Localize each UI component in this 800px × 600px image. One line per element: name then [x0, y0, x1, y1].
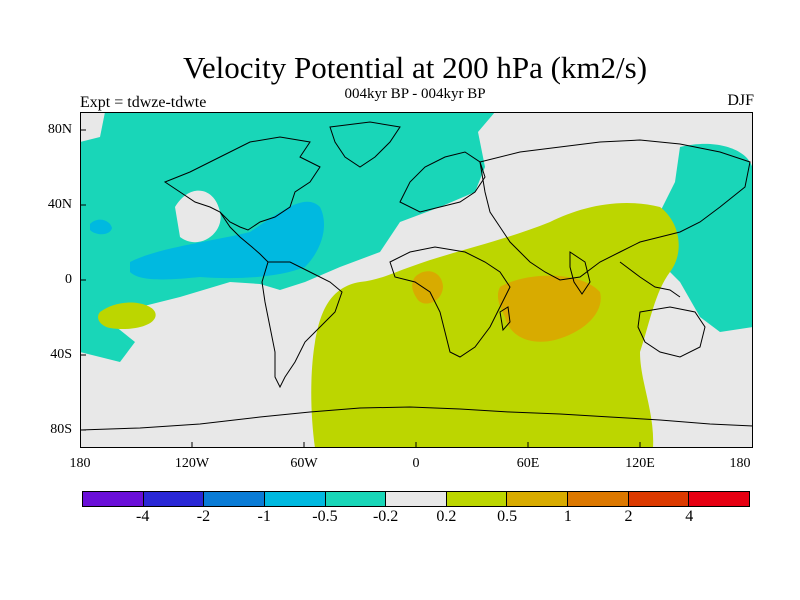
colorbar-label: 0.5: [497, 508, 518, 525]
lon-tick-label: 0: [412, 456, 420, 471]
contour-strong-negative-caribbean: [130, 201, 325, 280]
chart-title: Velocity Potential at 200 hPa (km2/s): [182, 50, 648, 85]
colorbar-swatch: [689, 492, 750, 506]
colorbar-label: -4: [136, 508, 150, 525]
colorbar-label: 4: [685, 508, 694, 525]
colorbar-label: -0.2: [372, 508, 399, 525]
colorbar-swatch: [628, 492, 690, 506]
lat-tick-label: 40N: [47, 197, 72, 212]
lon-tick-label: 120W: [174, 456, 210, 471]
colorbar-label: 1: [563, 508, 572, 525]
lat-tick-label: 80S: [50, 422, 72, 437]
lat-tick-label: 0: [65, 272, 72, 287]
season-label: DJF: [727, 92, 754, 109]
coastline-antarctica: [80, 406, 753, 431]
colorbar: [82, 491, 750, 507]
coastline-central-america: [219, 211, 269, 263]
colorbar-swatch: [264, 492, 326, 506]
colorbar-label: -1: [257, 508, 271, 525]
colorbar-swatch: [325, 492, 387, 506]
coastline-asia: [479, 139, 751, 281]
experiment-label: Expt = tdwze-tdwte: [80, 94, 207, 111]
colorbar-label: -0.5: [312, 508, 338, 525]
coastline-africa: [389, 246, 511, 358]
colorbar-label: 0.2: [436, 508, 457, 525]
lon-tick-label: 60W: [290, 456, 318, 471]
velocity-potential-map: [80, 112, 753, 448]
lon-tick-label: 180: [69, 456, 91, 471]
contour-negative-west: [80, 112, 135, 362]
map-frame: [80, 112, 753, 448]
lon-tick-label: 120E: [625, 456, 655, 471]
lon-tick-label: 60E: [516, 456, 540, 471]
colorbar-swatch: [386, 492, 447, 506]
colorbar-swatch: [507, 492, 569, 506]
coastline-greenland: [329, 121, 401, 168]
contour-strong-positive-indian-ocean: [497, 275, 601, 342]
colorbar-swatch: [143, 492, 205, 506]
contour-strong-negative-pacific-spot: [90, 219, 112, 235]
contour-positive-southern-hemisphere: [311, 202, 679, 448]
contour-positive-south-pacific: [98, 302, 156, 330]
colorbar-label: -2: [196, 508, 211, 525]
coastlines: [80, 121, 753, 431]
coastline-southeast-asia: [619, 261, 681, 298]
colorbar-swatch: [204, 492, 265, 506]
coastline-south-america: [261, 261, 343, 389]
coastline-europe: [399, 151, 486, 213]
colorbar-swatch: [83, 492, 144, 506]
colorbar-label: 2: [624, 508, 633, 525]
map-panel: [80, 112, 753, 448]
contour-negative-west-pacific: [640, 143, 753, 332]
lat-tick-label: 40S: [50, 347, 72, 362]
coastline-india: [569, 251, 591, 295]
coastline-madagascar: [499, 306, 511, 332]
coastline-north-america: [163, 136, 321, 231]
coastline-australia: [637, 306, 706, 358]
colorbar-swatch: [446, 492, 508, 506]
contour-strong-positive-africa: [412, 271, 443, 304]
contour-gray-hole-nw: [80, 112, 105, 142]
contour-gray-hole-pacific: [175, 190, 221, 243]
lat-tick-label: 80N: [47, 122, 72, 137]
chart-subtitle: 004kyr BP - 004kyr BP: [344, 86, 486, 102]
lon-tick-label: 180: [729, 456, 751, 471]
colorbar-swatch: [568, 492, 629, 506]
